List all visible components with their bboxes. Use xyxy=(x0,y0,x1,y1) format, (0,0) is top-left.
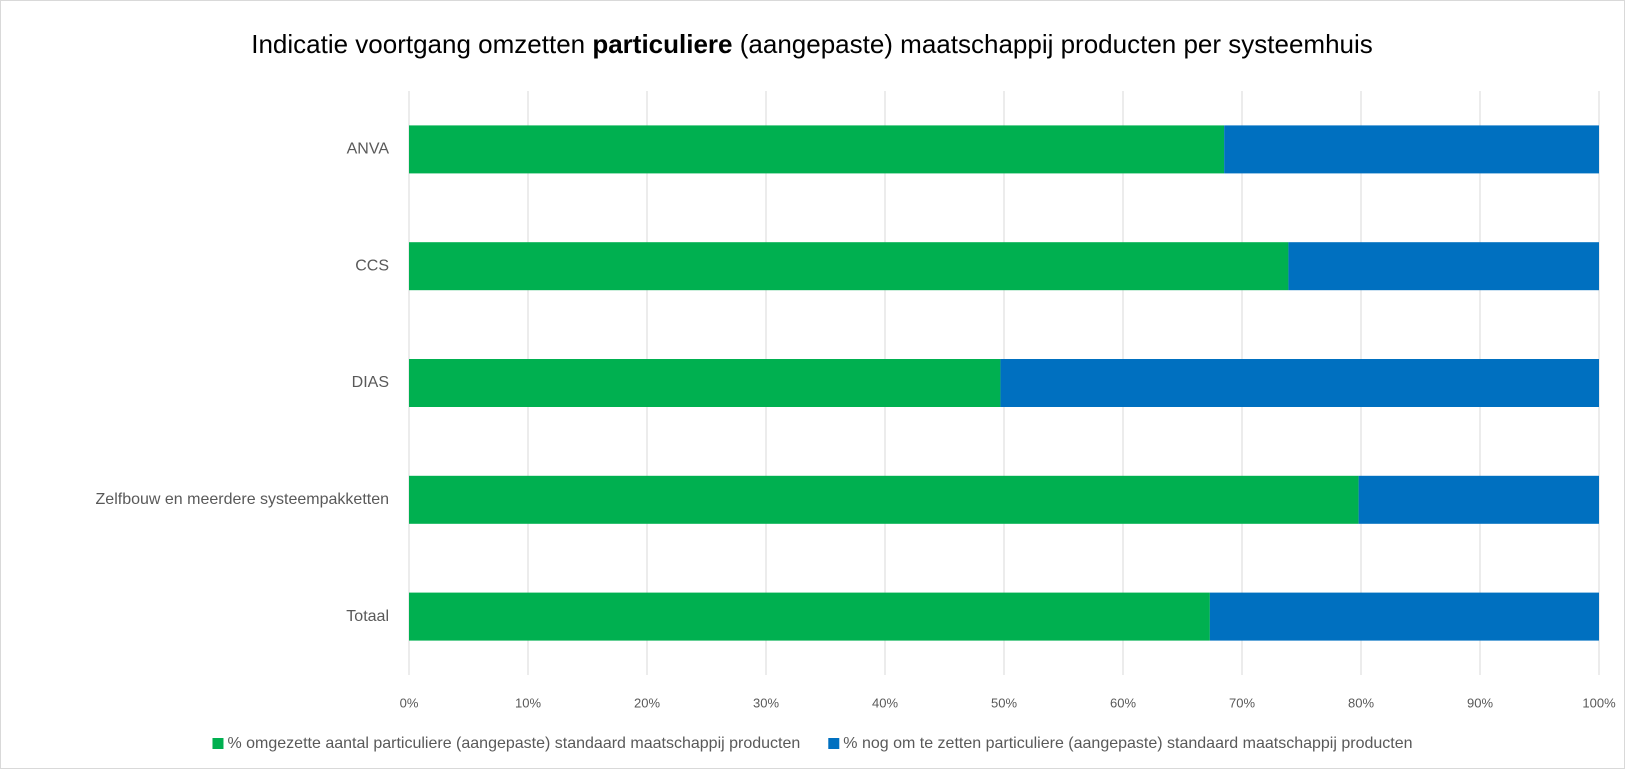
legend-swatch xyxy=(828,738,840,749)
legend-label: % omgezette aantal particuliere (aangepa… xyxy=(227,735,800,752)
y-tick-label: Totaal xyxy=(346,608,389,625)
y-tick-label: CCS xyxy=(355,257,389,274)
x-tick-label: 40% xyxy=(872,695,898,710)
y-tick-label: ANVA xyxy=(347,141,390,158)
bar-segment xyxy=(1224,125,1599,174)
x-tick-label: 100% xyxy=(1582,695,1616,710)
title-part: Indicatie voortgang omzetten xyxy=(251,29,592,59)
y-tick-label: Zelfbouw en meerdere systeempakketten xyxy=(96,491,389,508)
title-part: (aangepaste) maatschappij producten per … xyxy=(733,29,1373,59)
bar-segment xyxy=(1288,242,1599,291)
x-tick-label: 30% xyxy=(753,695,779,710)
bar-segment xyxy=(1209,592,1599,641)
legend: % omgezette aantal particuliere (aangepa… xyxy=(212,735,1413,752)
x-tick-label: 10% xyxy=(515,695,541,710)
x-tick-label: 0% xyxy=(400,695,419,710)
x-tick-label: 50% xyxy=(991,695,1017,710)
x-tick-label: 90% xyxy=(1467,695,1493,710)
y-tick-label: DIAS xyxy=(352,374,389,391)
bar-segment xyxy=(409,125,1225,174)
chart-title: Indicatie voortgang omzetten particulier… xyxy=(251,29,1373,59)
bar-segment xyxy=(409,359,1001,407)
title-part: particuliere xyxy=(592,29,732,59)
legend-label: % nog om te zetten particuliere (aangepa… xyxy=(843,735,1412,752)
bar-segment xyxy=(1358,475,1599,524)
x-tick-label: 70% xyxy=(1229,695,1255,710)
bar-segment xyxy=(1000,359,1599,407)
x-tick-label: 80% xyxy=(1348,695,1374,710)
x-tick-label: 60% xyxy=(1110,695,1136,710)
bar-segment xyxy=(409,242,1289,291)
legend-swatch xyxy=(212,738,224,749)
bar-segment xyxy=(409,475,1359,524)
x-tick-label: 20% xyxy=(634,695,660,710)
bar-segment xyxy=(409,592,1210,641)
